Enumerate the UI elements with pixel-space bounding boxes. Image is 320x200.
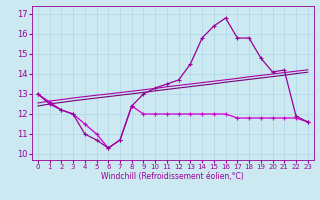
X-axis label: Windchill (Refroidissement éolien,°C): Windchill (Refroidissement éolien,°C) xyxy=(101,172,244,181)
